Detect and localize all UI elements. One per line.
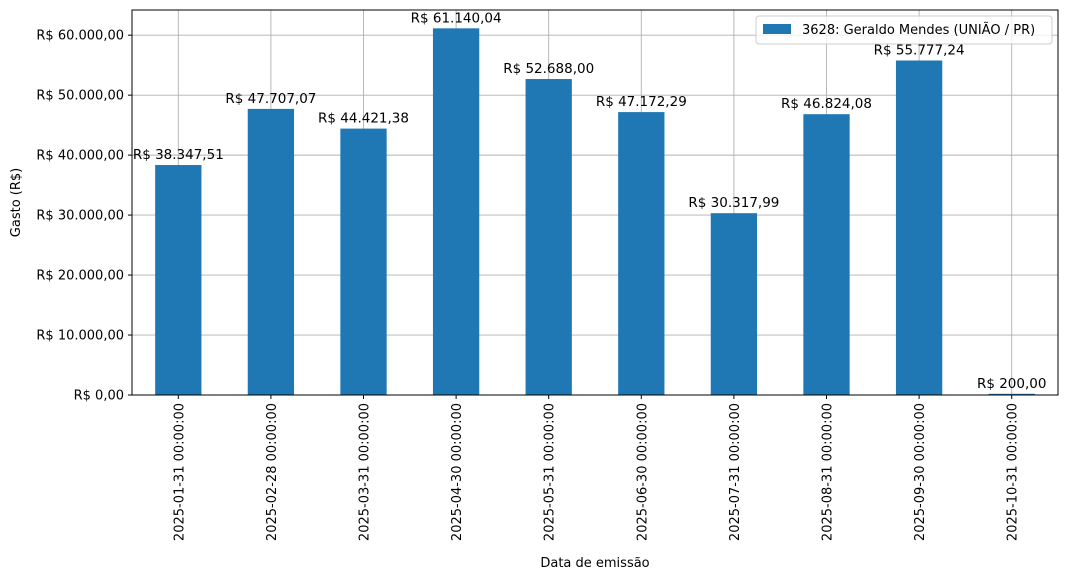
x-axis-ticks: 2025-01-31 00:00:00 2025-02-28 00:00:00 20… [172, 395, 1021, 541]
x-axis-label: Data de emissão [540, 556, 649, 571]
bar-data-label: R$ 47.172,29 [596, 94, 687, 110]
x-tick-label: 2025-02-28 00:00:00 [265, 403, 280, 541]
bar [803, 114, 850, 396]
x-tick-label: 2025-05-31 00:00:00 [543, 403, 558, 541]
legend-box [755, 15, 1053, 45]
bar-data-label: R$ 200,00 [977, 376, 1047, 392]
bar-data-label: R$ 55.777,24 [874, 42, 965, 58]
y-tick-label: R$ 60.000,00 [36, 29, 124, 44]
x-tick-label: 2025-08-31 00:00:00 [821, 403, 836, 541]
bar-data-label: R$ 52.688,00 [503, 61, 594, 77]
bar [340, 128, 387, 395]
y-tick-label: R$ 50.000,00 [36, 89, 124, 104]
bar-data-label: R$ 38.347,51 [133, 147, 224, 163]
legend: 3628: Geraldo Mendes (UNIÃO / PR) [755, 15, 1053, 45]
bar [525, 79, 572, 396]
bar [710, 213, 758, 395]
x-tick-label: 2025-04-30 00:00:00 [450, 403, 465, 541]
y-axis-ticks: R$ 0,00 R$ 10.000,00 R$ 20.000,00 R$ 30.000… [36, 29, 132, 404]
y-tick-label: R$ 30.000,00 [36, 209, 124, 224]
y-tick-label: R$ 20.000,00 [36, 269, 124, 284]
x-tick-label: 2025-10-31 00:00:00 [1006, 403, 1021, 541]
y-tick-label: R$ 10.000,00 [36, 329, 124, 344]
x-tick-label: 2025-01-31 00:00:00 [172, 403, 187, 541]
x-tick-label: 2025-06-30 00:00:00 [635, 403, 650, 541]
bar-data-label: R$ 46.824,08 [781, 96, 872, 112]
x-tick-label: 2025-09-30 00:00:00 [913, 403, 928, 541]
legend-entry: 3628: Geraldo Mendes (UNIÃO / PR) [802, 22, 1035, 38]
plot-frame [131, 9, 1059, 396]
y-axis-label: Gasto (R$) [9, 168, 24, 237]
legend-swatch [763, 24, 791, 34]
y-tick-label: R$ 0,00 [74, 389, 124, 404]
x-tick-label: 2025-03-31 00:00:00 [358, 403, 373, 541]
bar-labels: R$ 38.347,51 R$ 47.707,07R$ 44.421,38 R$ 6… [133, 10, 1047, 391]
bar [247, 108, 295, 396]
bar [618, 112, 665, 396]
bar-data-label: R$ 44.421,38 [318, 111, 409, 127]
bar [432, 28, 480, 395]
bars [155, 28, 1035, 396]
bar [895, 60, 943, 395]
x-tick-label: 2025-07-31 00:00:00 [728, 403, 743, 541]
bar-data-label: R$ 47.707,07 [225, 91, 316, 107]
bar [155, 165, 202, 395]
bar-data-label: R$ 30.317,99 [688, 195, 779, 211]
y-tick-label: R$ 40.000,00 [36, 149, 124, 164]
bar-data-label: R$ 61.140,04 [411, 10, 502, 26]
bar [988, 393, 1035, 395]
